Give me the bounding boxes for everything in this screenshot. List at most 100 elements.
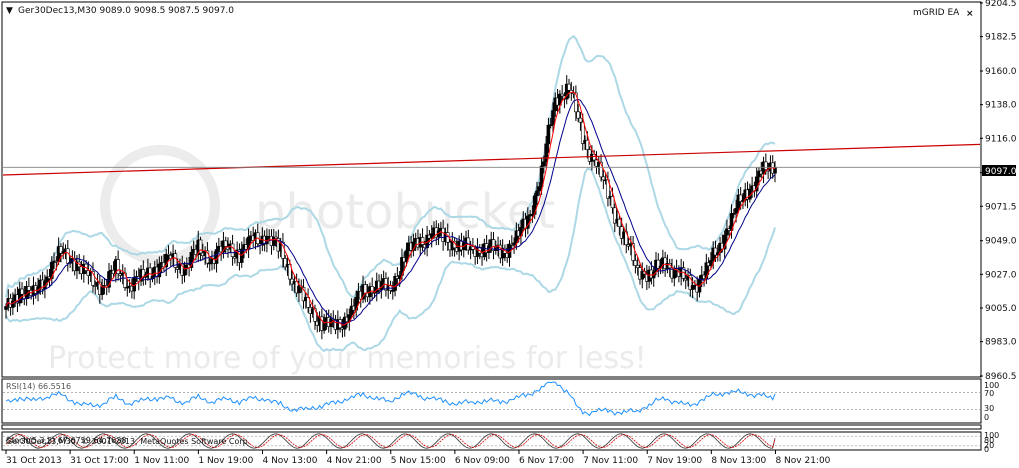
candle-body [542, 161, 546, 167]
candle-body [198, 239, 203, 254]
candle-body [612, 207, 617, 224]
price-tick-label: 9027.0 [985, 270, 1017, 280]
watermark: photobucket Protect more of your memorie… [48, 145, 647, 376]
candle-body [599, 161, 603, 178]
candle-body [574, 92, 578, 113]
moving-averages [5, 91, 776, 326]
stoch-label: Stoch(5,3,3) 67.6759 64.7638 [6, 436, 126, 445]
candle-body [363, 284, 368, 294]
close-icon[interactable]: × [966, 9, 974, 19]
candle-body [633, 260, 638, 266]
candle-body [535, 190, 539, 197]
price-axis: 9204.59182.59160.09138.09116.09093.59071… [980, 0, 1017, 382]
rsi-line [5, 381, 776, 417]
candle-body [640, 271, 645, 280]
watermark-title: photobucket [255, 184, 555, 240]
price-tick-label: 8983.0 [985, 338, 1017, 348]
time-tick-label: 6 Nov 17:00 [519, 456, 574, 466]
price-tick-label: 9005.0 [985, 304, 1017, 314]
watermark-logo-icon [100, 145, 220, 265]
time-tick-label: 8 Nov 13:00 [711, 456, 766, 466]
rsi-axis-70: 70 [984, 389, 994, 398]
candle-body [551, 110, 555, 126]
candle-body [725, 228, 729, 236]
candle-body [429, 233, 434, 239]
candle-body [297, 285, 301, 294]
candle-body [420, 237, 425, 245]
bollinger-bands [5, 34, 776, 353]
candle-body [539, 165, 544, 187]
current-price: 9097.0 [985, 167, 1017, 177]
candle-body [610, 196, 615, 209]
candle-body [164, 253, 169, 268]
candle-body [141, 269, 146, 278]
candle-body [322, 320, 326, 331]
price-tick-label: 9116.0 [985, 134, 1017, 144]
fast-ma-line [5, 91, 776, 326]
candle-body [738, 194, 743, 202]
price-tick-label: 9160.0 [985, 67, 1017, 77]
time-tick-label: 8 Nov 21:00 [775, 456, 830, 466]
price-tag [982, 165, 1016, 176]
candle-body [116, 259, 120, 274]
candle-body [471, 246, 475, 250]
candle-body [390, 290, 395, 292]
candle-body [732, 213, 736, 215]
candle-body [514, 230, 519, 244]
candle-body [404, 250, 409, 263]
candle-body [713, 247, 718, 256]
candle-body [91, 271, 95, 286]
time-tick-label: 1 Nov 19:00 [198, 456, 253, 466]
lower-band [5, 167, 776, 353]
candle-body [4, 306, 8, 310]
candle-body [617, 218, 622, 228]
candle-body [564, 83, 569, 100]
candle-body [601, 176, 606, 181]
stoch-axis-20: 20 [984, 441, 994, 450]
time-axis: 31 Oct 2013 31 Oct 17:00 1 Nov 11:00 1 Nov … [5, 450, 831, 466]
candle-body [722, 234, 727, 250]
time-tick-label: 6 Nov 09:00 [455, 456, 510, 466]
candle-body [301, 287, 306, 302]
stoch-series [3, 433, 980, 449]
rsi-panel[interactable] [1, 378, 982, 424]
candle-body [166, 253, 171, 256]
candle-body [207, 262, 212, 265]
trendline [2, 143, 981, 176]
candle-body [635, 265, 640, 268]
time-tick-label: 4 Nov 13:00 [262, 456, 317, 466]
stoch-axis-100: 100 [984, 431, 999, 440]
time-tick-label: 4 Nov 21:00 [327, 456, 382, 466]
candle-body [681, 267, 686, 279]
candle-body [393, 275, 397, 291]
candle-body [306, 297, 310, 308]
ea-label: mGRID EA [913, 8, 960, 18]
candle-body [558, 93, 562, 106]
chart-header: Ger30Dec13,M30 9089.0 9098.5 9087.5 9097… [18, 6, 234, 16]
candle-body [59, 246, 63, 254]
candle-body [709, 260, 713, 267]
watermark-sub: Protect more of your memories for less! [48, 341, 647, 376]
candle-body [61, 251, 66, 254]
stoch-signal-line [5, 434, 776, 448]
main-panel[interactable] [1, 1, 982, 378]
rsi-axis-30: 30 [984, 404, 994, 413]
time-tick-label: 31 Oct 2013 [6, 456, 62, 466]
upper-band [5, 34, 776, 299]
candle-body [370, 286, 374, 293]
candle-body [578, 117, 583, 123]
candle-body [27, 286, 31, 291]
candle-body [283, 258, 288, 268]
candle-body [764, 161, 768, 170]
time-tick-label: 7 Nov 19:00 [647, 456, 702, 466]
menu-icon[interactable]: ▼ [6, 6, 13, 16]
candle-body [656, 259, 661, 269]
candle-body [546, 124, 551, 145]
candle-body [93, 285, 98, 287]
time-tick-label: 7 Nov 11:00 [583, 456, 638, 466]
price-tick-label: 9204.5 [985, 0, 1017, 9]
price-tick-label: 9138.0 [985, 101, 1017, 111]
panel-separator [1, 424, 982, 430]
